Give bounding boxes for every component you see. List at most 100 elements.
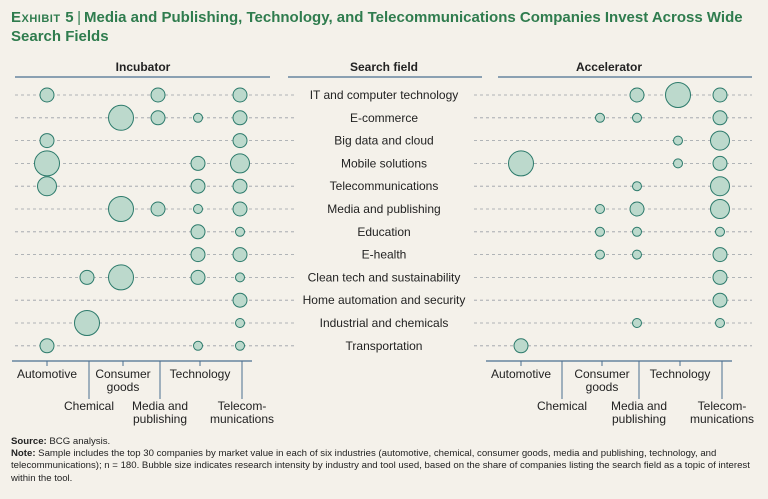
incubator-bubble bbox=[193, 112, 203, 123]
incubator-industry-label: Chemical bbox=[64, 399, 114, 413]
accelerator-industry-label: Telecom- bbox=[698, 399, 747, 413]
accelerator-industry-label: Chemical bbox=[537, 399, 587, 413]
incubator-bubble bbox=[190, 269, 206, 285]
incubator-bubble bbox=[190, 178, 206, 194]
incubator-bubble bbox=[235, 226, 245, 237]
search-field-label: Home automation and security bbox=[303, 293, 466, 307]
incubator-bubble bbox=[232, 178, 248, 194]
accelerator-bubble bbox=[595, 112, 605, 123]
incubator-bubble bbox=[190, 247, 206, 263]
note-text: Sample includes the top 30 companies by … bbox=[11, 448, 750, 484]
title-text: Media and Publishing, Technology, and Te… bbox=[11, 9, 743, 45]
incubator-industry-label: Consumer bbox=[95, 367, 150, 381]
accelerator-bubble bbox=[595, 204, 605, 214]
incubator-bubble bbox=[193, 204, 203, 214]
accelerator-bubble bbox=[508, 150, 534, 177]
title-separator: | bbox=[77, 9, 81, 26]
incubator-bubble bbox=[150, 110, 166, 126]
accelerator-industry-label: Technology bbox=[650, 367, 711, 381]
incubator-bubble bbox=[230, 153, 250, 174]
accelerator-bubble bbox=[710, 199, 730, 219]
accelerator-bubble bbox=[632, 226, 642, 237]
accelerator-bubble bbox=[712, 269, 728, 285]
incubator-industry-label: Telecom- bbox=[218, 399, 267, 413]
accelerator-industry-label: munications bbox=[690, 412, 754, 426]
incubator-bubble bbox=[232, 110, 248, 126]
incubator-bubble bbox=[79, 269, 95, 285]
accelerator-bubble bbox=[595, 249, 605, 260]
incubator-bubble bbox=[108, 264, 134, 291]
footer: Source: BCG analysis. Note: Sample inclu… bbox=[11, 436, 759, 485]
accelerator-industry-label: publishing bbox=[612, 412, 666, 426]
incubator-bubble bbox=[108, 104, 134, 131]
incubator-bubble bbox=[235, 340, 245, 351]
search-field-label: Media and publishing bbox=[327, 202, 440, 216]
accelerator-bubble bbox=[665, 82, 691, 108]
search-field-title: Search field bbox=[350, 60, 418, 74]
incubator-bubble bbox=[190, 155, 206, 171]
search-field-label: Industrial and chemicals bbox=[320, 316, 449, 330]
incubator-bubble bbox=[232, 201, 248, 217]
accelerator-bubble bbox=[595, 226, 605, 237]
incubator-bubble bbox=[150, 201, 166, 217]
search-field-label: E-health bbox=[362, 248, 407, 262]
incubator-bubble bbox=[193, 340, 203, 351]
accelerator-bubble bbox=[632, 112, 642, 123]
accelerator-bubble bbox=[632, 249, 642, 260]
accelerator-bubble bbox=[632, 318, 642, 328]
accelerator-bubble bbox=[629, 87, 645, 103]
search-field-label: Big data and cloud bbox=[334, 134, 433, 148]
incubator-bubble bbox=[34, 150, 60, 177]
accelerator-bubble bbox=[513, 338, 529, 354]
incubator-bubble bbox=[232, 247, 248, 263]
incubator-industry-label: publishing bbox=[133, 412, 187, 426]
incubator-title: Incubator bbox=[116, 60, 171, 74]
incubator-industry-label: goods bbox=[107, 380, 140, 394]
accelerator-industry-label: Media and bbox=[611, 399, 667, 413]
accelerator-industry-label: Consumer bbox=[574, 367, 629, 381]
accelerator-bubble bbox=[712, 292, 728, 308]
accelerator-bubble bbox=[715, 318, 725, 328]
search-field-label: Clean tech and sustainability bbox=[308, 270, 461, 284]
search-field-label: E-commerce bbox=[350, 111, 418, 125]
source-line: Source: BCG analysis. bbox=[11, 436, 759, 448]
incubator-bubble bbox=[37, 176, 57, 197]
source-text: BCG analysis. bbox=[46, 436, 111, 447]
incubator-bubble bbox=[190, 224, 206, 240]
bubble-chart: Incubator Search field Accelerator IT and c… bbox=[12, 60, 754, 426]
exhibit-label: Exhibit 5 bbox=[11, 9, 75, 26]
incubator-industry-label: Technology bbox=[170, 367, 231, 381]
incubator-industry-label: Media and bbox=[132, 399, 188, 413]
chart-title: Exhibit 5 | Media and Publishing, Technolo… bbox=[11, 8, 751, 46]
incubator-bubble bbox=[108, 196, 134, 222]
incubator-bubble bbox=[235, 272, 245, 283]
accelerator-bubble bbox=[712, 155, 728, 171]
accelerator-bubble bbox=[673, 158, 683, 169]
incubator-bubble bbox=[235, 318, 245, 328]
incubator-bubble bbox=[232, 292, 248, 308]
search-field-label: Education bbox=[357, 225, 410, 239]
search-field-label: Transportation bbox=[346, 339, 423, 353]
source-label: Source: bbox=[11, 436, 47, 447]
incubator-bubble bbox=[74, 310, 100, 336]
accelerator-bubble bbox=[715, 226, 725, 237]
incubator-bubble bbox=[232, 87, 248, 103]
accelerator-industry-label: goods bbox=[586, 380, 619, 394]
note-line: Note: Sample includes the top 30 compani… bbox=[11, 448, 759, 485]
accelerator-bubble bbox=[712, 87, 728, 103]
accelerator-bubble bbox=[712, 110, 728, 126]
accelerator-bubble bbox=[673, 135, 683, 146]
accelerator-bubble bbox=[632, 181, 642, 192]
accelerator-bubble bbox=[712, 247, 728, 263]
note-label: Note: bbox=[11, 448, 36, 460]
search-field-label: Mobile solutions bbox=[341, 156, 427, 170]
incubator-bubble bbox=[39, 87, 55, 103]
accelerator-bubble bbox=[629, 201, 645, 217]
incubator-bubble bbox=[150, 87, 166, 103]
accelerator-bubble bbox=[710, 130, 730, 151]
incubator-bubble bbox=[232, 133, 248, 149]
accelerator-industry-label: Automotive bbox=[491, 367, 551, 381]
accelerator-bubble bbox=[710, 176, 730, 197]
incubator-industry-label: munications bbox=[210, 412, 274, 426]
incubator-bubble bbox=[39, 133, 55, 149]
